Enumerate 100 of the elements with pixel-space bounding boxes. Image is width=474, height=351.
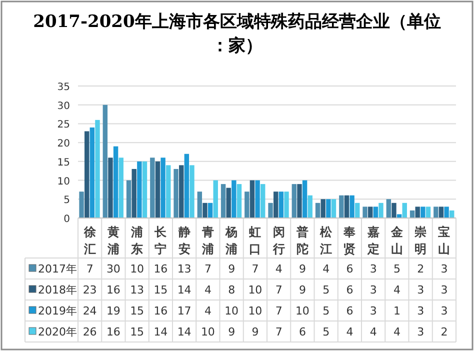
data-label: 7 (204, 262, 212, 276)
bar (118, 158, 124, 218)
data-label: 9 (228, 262, 236, 276)
data-label: 3 (370, 284, 377, 296)
bar (273, 192, 278, 218)
data-label: 26 (82, 326, 97, 338)
data-label: 14 (154, 326, 168, 338)
bar (438, 206, 444, 218)
bar (220, 184, 226, 218)
data-label: 4 (370, 326, 377, 338)
bar (250, 180, 255, 218)
y-tick-label: 0 (64, 214, 70, 225)
data-label: 6 (346, 262, 354, 276)
data-label: 15 (130, 326, 144, 338)
bar (244, 192, 250, 218)
bar (79, 192, 84, 218)
data-label: 9 (252, 326, 259, 338)
data-label: 7 (275, 284, 282, 296)
x-tick-label: 普陀 (295, 225, 308, 256)
data-label: 24 (82, 304, 97, 318)
y-tick-label: 10 (57, 176, 70, 188)
data-label: 7 (275, 326, 282, 338)
data-label: 4 (393, 326, 400, 338)
bar (420, 206, 426, 218)
data-label: 10 (130, 262, 144, 276)
data-label: 6 (346, 284, 354, 296)
legend-label: 2019年 (38, 304, 77, 318)
x-tick-label: 青浦 (200, 225, 214, 256)
x-tick-label: 杨浦 (224, 225, 238, 256)
bar (132, 168, 136, 218)
data-label: 14 (177, 284, 192, 296)
data-label: 13 (177, 262, 192, 276)
bar (226, 188, 231, 218)
data-label: 5 (322, 326, 330, 338)
bar (278, 192, 284, 218)
x-tick-label: 宝山 (438, 225, 450, 256)
y-tick-label: 15 (57, 157, 70, 168)
data-label: 4 (275, 262, 282, 276)
bar (150, 158, 155, 218)
bar (160, 158, 166, 218)
x-tick-label: 金山 (390, 225, 404, 256)
data-label: 4 (393, 284, 400, 296)
y-tick-label: 30 (57, 100, 70, 112)
data-label: 16 (106, 284, 120, 296)
data-label: 7 (275, 304, 282, 318)
bar (362, 206, 368, 218)
bar (315, 202, 320, 218)
bar (344, 195, 350, 218)
bar (368, 206, 373, 218)
data-label: 6 (298, 326, 306, 338)
data-label: 3 (440, 304, 448, 318)
bar (386, 199, 392, 218)
bar (426, 206, 431, 218)
data-label: 3 (417, 304, 424, 318)
data-label: 5 (393, 262, 400, 276)
bar (373, 206, 378, 218)
data-label: 3 (417, 284, 424, 296)
bar (326, 199, 331, 218)
bar (190, 165, 194, 218)
bar (260, 184, 266, 218)
bar (95, 120, 100, 218)
bar (197, 192, 202, 218)
x-tick-label: 松江 (319, 225, 334, 256)
bar (236, 184, 242, 218)
data-label: 3 (440, 284, 448, 296)
data-label: 16 (154, 304, 168, 318)
x-tick-label: 黄浦 (106, 225, 120, 256)
data-label: 4 (322, 262, 330, 276)
bar (297, 184, 302, 218)
legend-label: 2017年 (38, 262, 77, 276)
y-tick-label: 25 (57, 120, 70, 131)
data-label: 3 (440, 262, 448, 276)
y-tick-label: 35 (57, 82, 70, 93)
data-label: 10 (248, 284, 262, 296)
bar (174, 168, 178, 218)
data-label: 4 (204, 304, 212, 318)
data-label: 15 (154, 284, 168, 296)
bar (392, 202, 396, 218)
data-label: 30 (106, 262, 120, 276)
x-tick-label: 奉贤 (342, 225, 357, 256)
bar (308, 195, 312, 218)
bar (208, 202, 213, 218)
bar (178, 165, 184, 218)
data-label: 7 (252, 262, 259, 276)
bar (292, 184, 297, 218)
data-label: 5 (322, 284, 330, 296)
title: 2017-2020年上海市各区域特殊药品经营企业（单位：家） (33, 12, 441, 56)
data-label: 15 (130, 304, 144, 318)
bar (113, 146, 118, 218)
bar (202, 202, 208, 218)
x-tick-label: 徐汇 (82, 225, 97, 256)
bar (284, 192, 289, 218)
bar (350, 195, 354, 218)
data-label: 3 (370, 262, 377, 276)
data-label: 1 (393, 304, 400, 318)
bar (268, 202, 273, 218)
data-label: 2 (417, 262, 424, 276)
legend-label: 2018年 (38, 284, 77, 296)
bar (255, 180, 260, 218)
x-tick-label: 静安 (177, 225, 190, 256)
